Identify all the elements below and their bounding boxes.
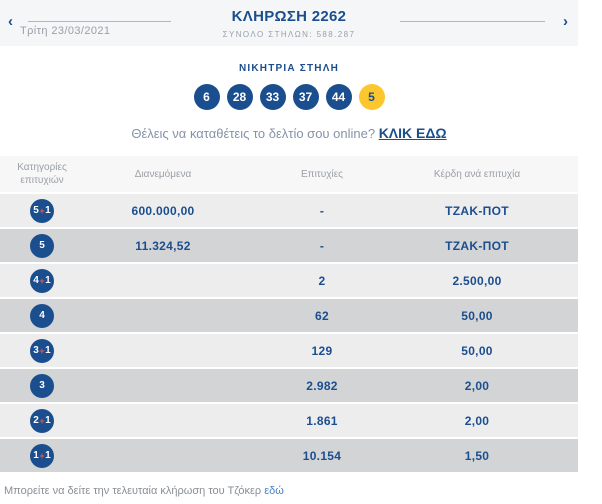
cell-prize: 50,00 xyxy=(461,308,493,323)
category-badge: 5 +1 xyxy=(30,198,54,223)
cell-winners: - xyxy=(319,203,325,218)
cell-distributed: 11.324,52 xyxy=(135,238,191,253)
prize-table-header: Κατηγορίες επιτυχιών Διανεμόμενα Επιτυχί… xyxy=(0,156,578,192)
footer-text: Μπορείτε να δείτε την τελευταία κλήρωση … xyxy=(4,485,265,497)
winning-number-ball: 33 xyxy=(259,84,286,110)
winning-numbers: 6 28 33 37 44 5 xyxy=(0,84,578,110)
category-badge: 4 +1 xyxy=(30,268,54,293)
cell-prize: 2,00 xyxy=(464,413,490,428)
online-cta-text: Θέλεις να καταθέτεις το δελτίο σου onlin… xyxy=(131,126,379,141)
draw-results-panel: ‹ Τρίτη 23/03/2021 ΚΛΗΡΩΣΗ 2262 ΣΥΝΟΛΟ Σ… xyxy=(0,0,578,497)
category-badge: 4 xyxy=(30,303,54,328)
cell-prize: 50,00 xyxy=(461,343,493,358)
prize-table: Κατηγορίες επιτυχιών Διανεμόμενα Επιτυχί… xyxy=(0,156,578,472)
category-badge: 1 +1 xyxy=(30,443,54,468)
cell-winners: 62 xyxy=(315,308,329,323)
cell-winners: 2 xyxy=(318,273,326,288)
chevron-left-icon[interactable]: ‹ xyxy=(8,13,13,30)
category-badge: 3 xyxy=(30,373,54,398)
cell-winners: - xyxy=(319,238,325,253)
category-badge: 5 xyxy=(30,233,54,258)
footer-note: Μπορείτε να δείτε την τελευταία κλήρωση … xyxy=(0,485,578,497)
cell-prize: ΤΖΑΚ-ΠΟΤ xyxy=(445,238,509,253)
winning-number-ball: 28 xyxy=(226,84,253,110)
header-prize: Κέρδη ανά επιτυχία xyxy=(433,168,521,180)
winning-number-ball: 6 xyxy=(193,84,220,110)
cell-prize: 2.500,00 xyxy=(452,273,502,288)
table-row: 2 +1 1.861 2,00 xyxy=(0,404,578,437)
header-categories: Κατηγορίες επιτυχιών xyxy=(17,162,67,186)
category-badge: 2 +1 xyxy=(30,408,54,433)
header-distributed: Διανεμόμενα xyxy=(134,168,192,180)
draw-navigation-bar: ‹ Τρίτη 23/03/2021 ΚΛΗΡΩΣΗ 2262 ΣΥΝΟΛΟ Σ… xyxy=(0,0,578,46)
cell-prize: 2,00 xyxy=(464,378,490,393)
click-here-link[interactable]: ΚΛΙΚ ΕΔΩ xyxy=(378,125,447,141)
winning-number-ball: 44 xyxy=(325,84,352,110)
table-row: 4 62 50,00 xyxy=(0,299,578,332)
draw-title: ΚΛΗΡΩΣΗ 2262 xyxy=(231,8,347,25)
table-row: 5 11.324,52 - ΤΖΑΚ-ΠΟΤ xyxy=(0,229,578,262)
cell-winners: 2.982 xyxy=(306,378,338,393)
table-row: 3 2.982 2,00 xyxy=(0,369,578,402)
table-row: 4 +1 2 2.500,00 xyxy=(0,264,578,297)
header-winners: Επιτυχίες xyxy=(301,168,343,180)
cell-winners: 1.861 xyxy=(306,413,338,428)
table-body: 5 +1 600.000,00 - ΤΖΑΚ-ΠΟΤ 5 11.324,52 - ΤΖΑΚ-ΠΟ… xyxy=(0,194,578,472)
cell-distributed: 600.000,00 xyxy=(131,203,195,218)
total-columns-label: ΣΥΝΟΛΟ ΣΤΗΛΩΝ: 588.287 xyxy=(222,30,356,39)
bonus-number-ball: 5 xyxy=(358,84,385,110)
table-row: 5 +1 600.000,00 - ΤΖΑΚ-ΠΟΤ xyxy=(0,194,578,227)
right-divider-line xyxy=(400,21,545,22)
draw-date: Τρίτη 23/03/2021 xyxy=(20,25,111,37)
online-cta: Θέλεις να καταθέτεις το δελτίο σου onlin… xyxy=(0,125,578,141)
category-badge: 3 +1 xyxy=(30,338,54,363)
winning-column-title: ΝΙΚΗΤΡΙΑ ΣΤΗΛΗ xyxy=(238,63,340,74)
table-row: 3 +1 129 50,00 xyxy=(0,334,578,367)
chevron-right-icon[interactable]: › xyxy=(563,13,568,30)
cell-prize: 1,50 xyxy=(464,448,490,463)
cell-winners: 129 xyxy=(311,343,333,358)
last-draw-link[interactable]: εδώ xyxy=(264,485,284,497)
table-row: 1 +1 10.154 1,50 xyxy=(0,439,578,472)
cell-winners: 10.154 xyxy=(302,448,342,463)
date-underline xyxy=(28,21,171,22)
winning-number-ball: 37 xyxy=(292,84,319,110)
cell-prize: ΤΖΑΚ-ΠΟΤ xyxy=(445,203,509,218)
